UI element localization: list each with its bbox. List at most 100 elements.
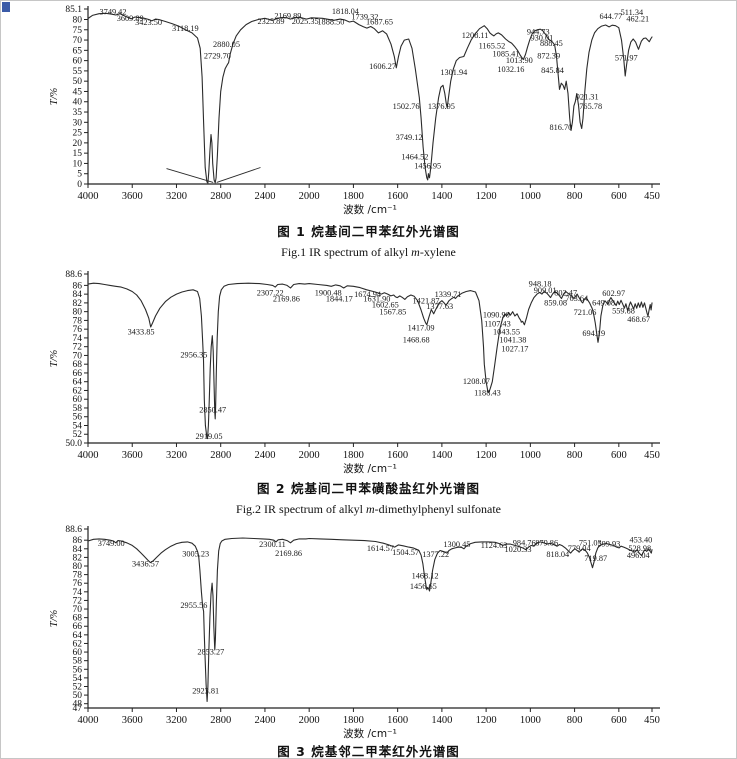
peak-label: 602.97 <box>602 289 625 298</box>
peak-label: 1043.55 <box>493 327 520 336</box>
fig1-caption-cn: 图 1 烷基间二甲苯红外光谱图 <box>277 224 460 239</box>
x-tick-label: 1200 <box>476 715 497 726</box>
annotation-leader-line <box>216 167 261 183</box>
fig2-caption-en-pre: Fig.2 IR spectrum of alkyl <box>236 502 366 516</box>
spectrum-curve <box>87 282 653 440</box>
peak-label: 1188.43 <box>474 389 501 398</box>
peak-label: 1208.07 <box>463 377 490 386</box>
peak-label: 1107.43 <box>484 320 511 329</box>
peak-label: 1502.76 <box>393 102 420 111</box>
x-tick-label: 3200 <box>166 715 187 726</box>
x-tick-label: 2800 <box>210 450 231 461</box>
peak-label: 1818.04 <box>332 7 360 16</box>
fig1-caption-en-italic: m <box>411 245 420 259</box>
peak-label: 2956.35 <box>180 351 207 360</box>
peak-label: 559.88 <box>612 306 635 315</box>
peak-label: 3423.50 <box>135 18 162 27</box>
peak-label: 1032.16 <box>497 65 524 74</box>
peak-label: 3749.00 <box>98 539 125 548</box>
x-tick-label: 1000 <box>520 715 541 726</box>
fig2-caption-en: Fig.2 IR spectrum of alkyl m-dimethylphe… <box>1 502 736 517</box>
peak-label: 1013.90 <box>506 56 533 65</box>
y-tick-label: 60 <box>73 57 83 67</box>
peak-label: 779.04 <box>568 544 592 553</box>
peak-label: 3433.85 <box>128 327 155 336</box>
y-tick-label: 88.6 <box>65 525 82 535</box>
peak-label: 694.19 <box>582 329 605 338</box>
y-tick-label: 60 <box>73 395 83 405</box>
peak-label: 1421.87 <box>413 296 440 305</box>
peak-label: 462.21 <box>626 15 649 24</box>
x-tick-label: 2800 <box>210 715 231 726</box>
peak-label: 2169.89 <box>274 11 301 20</box>
y-tick-label: 85.1 <box>65 5 82 15</box>
peak-label: 1301.94 <box>440 68 468 77</box>
y-tick-label: 15 <box>73 149 83 159</box>
x-tick-label: 600 <box>611 191 627 202</box>
peak-label: 721.06 <box>574 308 597 317</box>
fig2-caption-cn: 图 2 烷基间二甲苯磺酸盐红外光谱图 <box>257 481 480 496</box>
y-tick-label: 50 <box>73 77 83 87</box>
peak-label: 2919.05 <box>196 432 223 441</box>
x-tick-label: 1400 <box>431 450 452 461</box>
y-tick-label: 68 <box>73 614 83 624</box>
y-tick-label: 70 <box>73 605 83 615</box>
peak-label: 909.01 <box>534 286 557 295</box>
y-tick-label: 76 <box>73 325 83 335</box>
peak-label: 2307.22 <box>257 289 284 298</box>
peak-label: 765.78 <box>579 102 602 111</box>
peak-label: 1165.52 <box>479 41 506 50</box>
peak-label: 1339.71 <box>435 290 462 299</box>
peak-label: 1900.48 <box>315 289 342 298</box>
y-tick-label: 80 <box>73 308 83 318</box>
peak-label: 649.08 <box>592 299 615 308</box>
figure-2: 88.6 86 84 82 80 78 76 74 72 70 68 66 64 62 60 58 56 54 52… <box>1 264 736 517</box>
y-tick-label: 55 <box>73 67 83 77</box>
peak-label: 3749.42 <box>100 7 127 16</box>
corner-mark <box>2 2 10 12</box>
peak-label: 1504.57 <box>392 548 419 557</box>
y-tick-label: 0 <box>77 180 82 190</box>
x-tick-label: 2400 <box>254 715 275 726</box>
peak-label: 1300.45 <box>443 540 470 549</box>
y-tick-label: 86 <box>73 281 83 291</box>
x-tick-label: 1000 <box>520 450 541 461</box>
peak-label: 3436.57 <box>132 559 159 568</box>
peak-label: 872.39 <box>537 52 560 61</box>
peak-label: 816.70 <box>549 123 572 132</box>
y-tick-label: 54 <box>73 674 83 684</box>
peak-label: 2853.27 <box>197 648 224 657</box>
fig3-caption-cn: 图 3 烷基邻二甲苯红外光谱图 <box>277 744 460 759</box>
peak-label: 1377.22 <box>422 550 449 559</box>
y-tick-label: 56 <box>73 413 83 423</box>
y-tick-label: 78 <box>73 316 83 326</box>
x-tick-label: 4000 <box>78 715 99 726</box>
y-tick-label: 50.0 <box>65 439 82 449</box>
peak-label: 2955.56 <box>180 601 207 610</box>
x-tick-label: 2400 <box>254 191 275 202</box>
y-tick-label: 35 <box>73 108 83 118</box>
x-tick-label: 3200 <box>166 191 187 202</box>
x-tick-label: 1400 <box>431 715 452 726</box>
peak-label: 1417.09 <box>408 324 435 333</box>
x-tick-label: 600 <box>611 450 627 461</box>
peak-label: 528.98 <box>628 544 651 553</box>
peak-label: 930.01 <box>530 34 553 43</box>
y-tick-label: 86 <box>73 536 83 546</box>
peak-label: 845.84 <box>541 66 565 75</box>
y-tick-label: 62 <box>73 639 83 649</box>
x-tick-label: 1800 <box>343 715 364 726</box>
peak-label: 2325.89 <box>258 17 285 26</box>
y-tick-label: 58 <box>73 657 83 667</box>
y-tick-label: 54 <box>73 421 83 431</box>
y-tick-label: 45 <box>73 87 83 97</box>
y-tick-label: 74 <box>73 334 83 344</box>
y-tick-label: 60 <box>73 648 83 658</box>
x-tick-label: 3600 <box>122 191 143 202</box>
peak-label: 944.73 <box>527 28 550 37</box>
x-tick-label: 1000 <box>520 191 541 202</box>
y-tick-label: 52 <box>73 682 83 692</box>
y-tick-label: 82 <box>73 553 83 563</box>
x-tick-label: 1600 <box>387 715 408 726</box>
x-axis-label: 波数 /cm⁻¹ <box>343 727 397 739</box>
